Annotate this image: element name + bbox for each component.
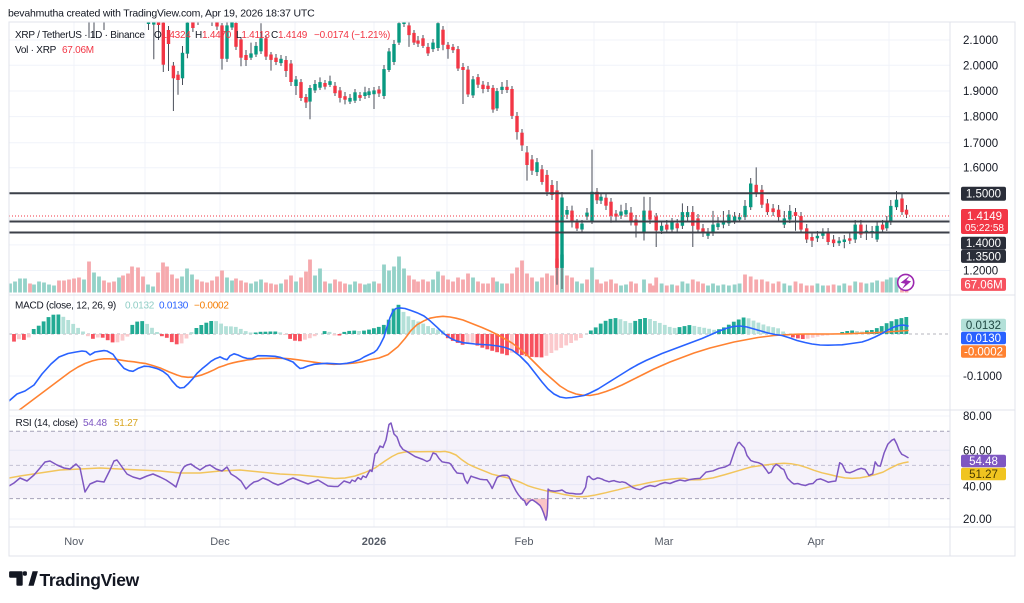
svg-text:Apr: Apr [807, 536, 824, 548]
svg-text:80.00: 80.00 [963, 411, 992, 423]
svg-text:Mar: Mar [655, 536, 674, 548]
svg-text:1.4000: 1.4000 [966, 238, 1001, 250]
svg-text:H1.4470: H1.4470 [195, 30, 232, 41]
svg-text:O1.4324: O1.4324 [154, 30, 191, 41]
svg-text:Nov: Nov [64, 536, 84, 548]
svg-text:2026: 2026 [362, 536, 386, 548]
svg-text:0.0130: 0.0130 [159, 301, 189, 312]
svg-text:2.1000: 2.1000 [963, 35, 998, 47]
svg-text:0.0132: 0.0132 [966, 320, 1001, 332]
svg-text:0.0132: 0.0132 [125, 301, 155, 312]
svg-text:1.9000: 1.9000 [963, 86, 998, 98]
svg-text:1.4149: 1.4149 [967, 211, 1002, 223]
svg-text:−0.0174 (−1.21%): −0.0174 (−1.21%) [314, 30, 390, 41]
svg-text:54.48: 54.48 [969, 456, 998, 468]
svg-text:TradingView: TradingView [40, 570, 140, 590]
svg-text:67.06M: 67.06M [62, 45, 94, 56]
svg-text:05:22:58: 05:22:58 [965, 223, 1004, 234]
svg-text:0.0130: 0.0130 [966, 333, 1001, 345]
svg-text:1.7000: 1.7000 [963, 138, 998, 150]
svg-text:C1.4149: C1.4149 [271, 30, 308, 41]
svg-text:1.6000: 1.6000 [963, 163, 998, 175]
svg-text:XRP / TetherUS · 1D · Binance: XRP / TetherUS · 1D · Binance [15, 30, 145, 41]
svg-text:−0.0002: −0.0002 [194, 301, 229, 312]
svg-text:54.48: 54.48 [83, 418, 107, 429]
svg-text:MACD (close, 12, 26, 9): MACD (close, 12, 26, 9) [15, 301, 116, 312]
svg-text:Feb: Feb [515, 536, 534, 548]
svg-text:1.5000: 1.5000 [966, 189, 1001, 201]
svg-text:67.06M: 67.06M [964, 279, 1002, 291]
svg-text:1.8000: 1.8000 [963, 112, 998, 124]
svg-text:60.00: 60.00 [963, 445, 992, 457]
svg-text:20.00: 20.00 [963, 514, 992, 526]
svg-text:1.3500: 1.3500 [966, 251, 1001, 263]
svg-text:Vol · XRP: Vol · XRP [15, 45, 57, 56]
svg-text:51.27: 51.27 [114, 418, 138, 429]
svg-text:1.2000: 1.2000 [963, 266, 998, 278]
svg-text:RSI (14, close): RSI (14, close) [16, 418, 78, 429]
svg-text:Dec: Dec [210, 536, 230, 548]
svg-text:-0.0002: -0.0002 [964, 347, 1003, 359]
svg-text:-0.1000: -0.1000 [963, 371, 1002, 383]
svg-text:2.0000: 2.0000 [963, 60, 998, 72]
svg-text:L1.4113: L1.4113 [236, 30, 270, 41]
svg-text:51.27: 51.27 [969, 469, 998, 481]
svg-text:40.00: 40.00 [963, 482, 992, 494]
svg-text:bevahmutha created with Tradin: bevahmutha created with TradingView.com,… [8, 8, 315, 20]
